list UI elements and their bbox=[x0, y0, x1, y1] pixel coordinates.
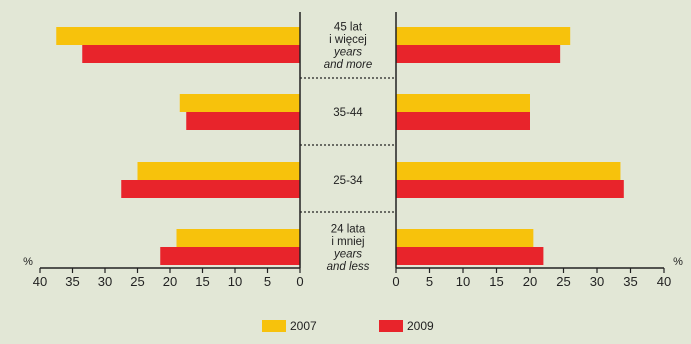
bar-left-2007-3 bbox=[176, 229, 300, 247]
bar-left-2007-2 bbox=[137, 162, 300, 180]
left-tick-label: 10 bbox=[228, 274, 242, 289]
right-tick-label: 20 bbox=[523, 274, 537, 289]
left-tick-label: 35 bbox=[65, 274, 79, 289]
bar-right-2007-3 bbox=[396, 229, 534, 247]
category-label: years bbox=[333, 46, 362, 58]
category-label: i więcej bbox=[329, 34, 367, 46]
right-tick-label: 10 bbox=[456, 274, 470, 289]
right-tick-label: 0 bbox=[392, 274, 399, 289]
left-tick-label: 25 bbox=[130, 274, 144, 289]
bar-right-2009-3 bbox=[396, 247, 544, 265]
right-tick-label: 30 bbox=[590, 274, 604, 289]
bar-right-2009-2 bbox=[396, 180, 624, 198]
bar-left-2009-3 bbox=[160, 247, 300, 265]
bar-right-2009-1 bbox=[396, 112, 530, 130]
bar-left-2007-0 bbox=[56, 27, 300, 45]
left-tick-label: 0 bbox=[296, 274, 303, 289]
left-tick-label: 15 bbox=[195, 274, 209, 289]
left-tick-label: 5 bbox=[264, 274, 271, 289]
legend-swatch-2009 bbox=[379, 320, 403, 332]
bar-left-2009-1 bbox=[186, 112, 300, 130]
right-tick-label: 25 bbox=[556, 274, 570, 289]
category-label: 24 lata bbox=[331, 223, 366, 235]
category-label: and more bbox=[324, 59, 373, 71]
right-tick-label: 15 bbox=[489, 274, 503, 289]
left-tick-label: 20 bbox=[163, 274, 177, 289]
bar-right-2007-2 bbox=[396, 162, 621, 180]
category-label: years bbox=[333, 248, 362, 260]
category-label: 35-44 bbox=[333, 107, 363, 119]
bar-left-2007-1 bbox=[179, 94, 300, 112]
bar-right-2007-1 bbox=[396, 94, 530, 112]
right-unit-label: % bbox=[673, 256, 683, 268]
bar-left-2009-0 bbox=[82, 45, 300, 63]
left-tick-label: 30 bbox=[98, 274, 112, 289]
category-label: 45 lat bbox=[334, 21, 363, 33]
legend-label-2007: 2007 bbox=[290, 319, 317, 333]
right-tick-label: 40 bbox=[657, 274, 671, 289]
legend-label-2009: 2009 bbox=[407, 319, 434, 333]
left-tick-label: 40 bbox=[33, 274, 47, 289]
right-tick-label: 5 bbox=[426, 274, 433, 289]
right-tick-label: 35 bbox=[623, 274, 637, 289]
category-label: 25-34 bbox=[333, 175, 363, 187]
left-unit-label: % bbox=[23, 256, 33, 268]
category-label: i mniej bbox=[331, 236, 364, 248]
bar-right-2007-0 bbox=[396, 27, 571, 45]
bar-right-2009-0 bbox=[396, 45, 561, 63]
legend-swatch-2007 bbox=[262, 320, 286, 332]
category-label: and less bbox=[327, 261, 370, 273]
bar-left-2009-2 bbox=[121, 180, 300, 198]
